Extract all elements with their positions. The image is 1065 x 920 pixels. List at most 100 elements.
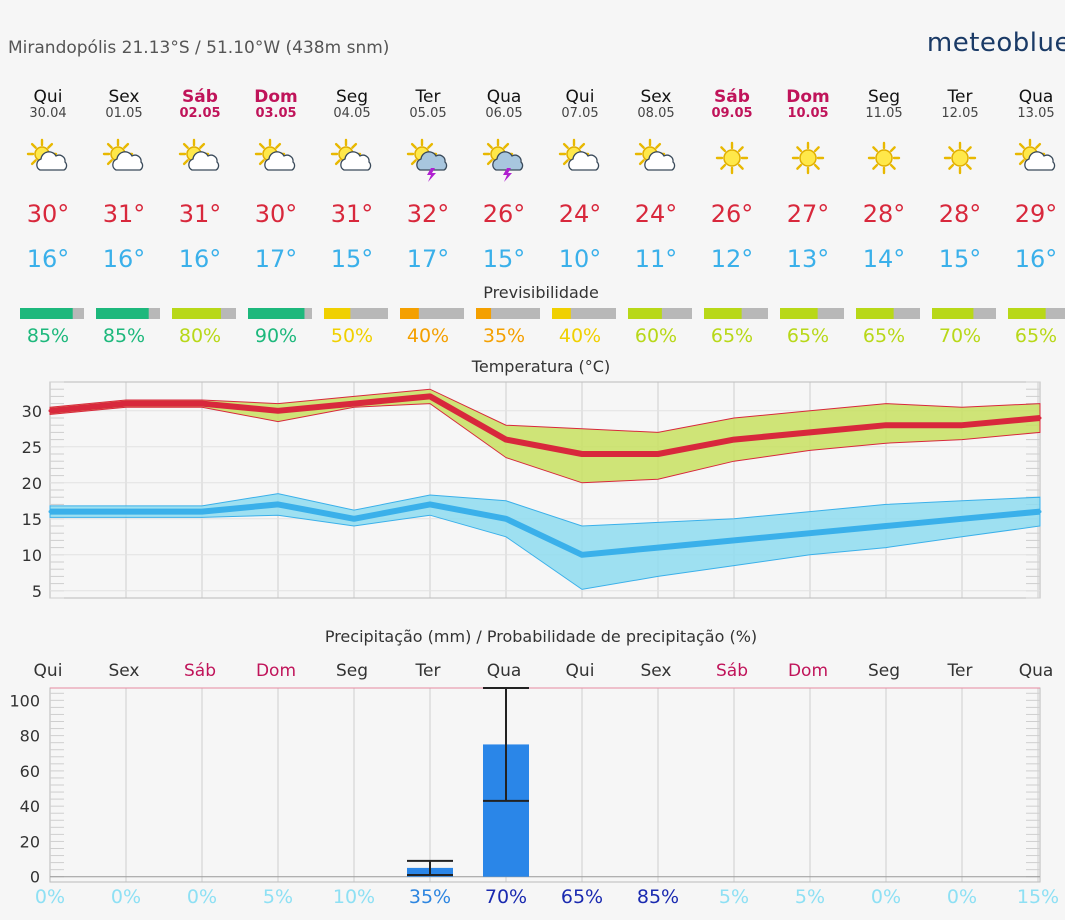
max-temp: 28° — [939, 200, 982, 228]
min-temp: 15° — [483, 245, 526, 273]
predictability-title: Previsibilidade — [483, 283, 599, 302]
sun-cloud-icon — [558, 138, 600, 171]
precip-probability: 5% — [719, 886, 749, 908]
precip-day-label: Seg — [868, 661, 900, 681]
day-date: 01.05 — [105, 106, 142, 121]
day-headers: Qui30.04Sex01.05Sáb02.05Dom03.05Seg04.05… — [29, 87, 1054, 121]
sun-cloud-icon — [634, 138, 676, 171]
max-temperature-point — [580, 452, 584, 456]
day-date: 08.05 — [637, 106, 674, 121]
precip-probability: 85% — [637, 886, 679, 908]
max-temp: 29° — [1015, 200, 1058, 228]
max-temperature-point — [124, 402, 128, 406]
day-weekday: Ter — [415, 87, 441, 107]
precip-probability: 5% — [795, 886, 825, 908]
precip-day-label: Dom — [788, 661, 828, 681]
day-date: 07.05 — [561, 106, 598, 121]
y-tick-label: 30 — [22, 402, 42, 421]
min-temp: 11° — [635, 245, 678, 273]
max-temp: 31° — [331, 200, 374, 228]
predictability-bar — [400, 308, 419, 319]
y-tick-label: 5 — [32, 582, 42, 601]
y-tick-label: 20 — [22, 474, 42, 493]
max-temperature-point — [884, 423, 888, 427]
sun-cloud-icon — [330, 138, 372, 171]
max-temperature-point — [504, 438, 508, 442]
max-temp: 26° — [711, 200, 754, 228]
precip-day-label: Sáb — [716, 661, 748, 681]
brand-logo[interactable]: meteoblue — [926, 28, 1065, 58]
day-date: 05.05 — [409, 106, 446, 121]
sun-icon — [715, 141, 749, 175]
predictability-value: 85% — [27, 325, 69, 347]
precip-probability: 0% — [111, 886, 141, 908]
y-tick-label: 60 — [20, 762, 40, 781]
min-temperature-point — [580, 553, 584, 557]
min-temperature-point — [352, 517, 356, 521]
day-weekday: Ter — [947, 87, 973, 107]
precip-probability: 65% — [561, 886, 603, 908]
predictability-bar — [780, 308, 818, 319]
day-weekday: Dom — [786, 87, 830, 107]
min-temperature-point — [276, 502, 280, 506]
min-temperature-point — [48, 510, 52, 514]
predictability-value: 80% — [179, 325, 221, 347]
y-tick-label: 20 — [20, 832, 40, 851]
day-weekday: Dom — [254, 87, 298, 107]
thunderstorm-icon — [406, 138, 448, 182]
day-weekday: Sex — [640, 87, 671, 107]
min-temp: 17° — [407, 245, 450, 273]
sun-icon — [867, 141, 901, 175]
y-tick-label: 0 — [30, 868, 40, 887]
day-weekday: Seg — [868, 87, 900, 107]
min-temp: 13° — [787, 245, 830, 273]
precip-probability: 0% — [871, 886, 901, 908]
predictability-value: 50% — [331, 325, 373, 347]
predictability-bar — [172, 308, 221, 319]
day-date: 06.05 — [485, 106, 522, 121]
max-temp: 26° — [483, 200, 526, 228]
min-temp: 16° — [179, 245, 222, 273]
min-temp: 17° — [255, 245, 298, 273]
min-temp: 16° — [103, 245, 146, 273]
min-temperature-point — [884, 524, 888, 528]
max-temperature-point — [1038, 416, 1042, 420]
max-temperature-point — [276, 409, 280, 413]
precip-day-label: Qua — [1019, 661, 1054, 681]
min-temperature-band — [49, 493, 1041, 590]
max-temp: 30° — [27, 200, 70, 228]
day-date: 30.04 — [29, 106, 66, 121]
precip-day-label: Qui — [566, 661, 595, 681]
sun-cloud-icon — [102, 138, 144, 171]
sun-cloud-icon — [1014, 138, 1056, 171]
precip-day-label: Ter — [415, 661, 441, 681]
sun-cloud-icon — [254, 138, 296, 171]
max-temperature-point — [352, 402, 356, 406]
chart-title: Precipitação (mm) / Probabilidade de pre… — [325, 627, 757, 646]
max-temp: 28° — [863, 200, 906, 228]
predictability-value: 35% — [483, 325, 525, 347]
predictability-value: 65% — [1015, 325, 1057, 347]
predictability-bar — [248, 308, 305, 319]
min-temperature-point — [1038, 510, 1042, 514]
predictability-bar — [628, 308, 662, 319]
predictability-value: 65% — [787, 325, 829, 347]
precip-day-label: Qua — [487, 661, 522, 681]
predictability-bar — [20, 308, 73, 319]
day-weekday: Qui — [566, 87, 595, 107]
predictability-value: 40% — [407, 325, 449, 347]
predictability-track — [552, 308, 616, 319]
sun-icon — [943, 141, 977, 175]
predictability-bar — [932, 308, 974, 319]
sun-icon — [791, 141, 825, 175]
min-temperature-point — [808, 531, 812, 535]
predictability-track — [324, 308, 388, 319]
precip-probability: 10% — [333, 886, 375, 908]
max-temperature-band — [49, 388, 1041, 484]
min-temperature-point — [200, 510, 204, 514]
max-temperature-line — [49, 393, 1041, 457]
precip-day-label: Sex — [108, 661, 139, 681]
day-date: 09.05 — [711, 106, 752, 121]
day-weekday: Sáb — [182, 87, 218, 107]
